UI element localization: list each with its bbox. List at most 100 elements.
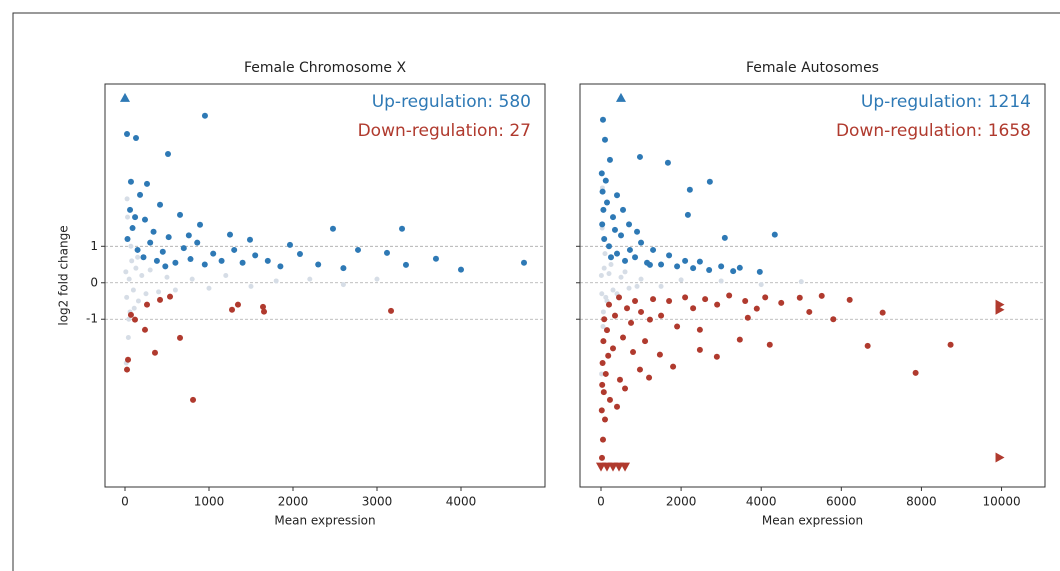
point <box>172 259 179 266</box>
point <box>846 296 853 303</box>
point <box>642 338 649 345</box>
point <box>714 301 721 308</box>
clipped-point <box>995 452 1005 463</box>
point <box>605 301 612 308</box>
point <box>159 248 166 255</box>
point <box>666 298 673 304</box>
point <box>307 276 313 282</box>
point <box>172 287 178 293</box>
point <box>248 283 254 289</box>
point <box>126 276 132 282</box>
point <box>646 374 653 381</box>
point <box>778 299 785 306</box>
point <box>606 396 613 403</box>
point <box>696 346 703 353</box>
point <box>656 351 663 358</box>
x-axis-label: Mean expression <box>762 514 863 528</box>
point <box>614 250 621 257</box>
point <box>650 296 657 303</box>
point <box>598 454 605 461</box>
point <box>646 316 653 323</box>
point <box>614 192 621 199</box>
point <box>125 214 131 220</box>
point <box>622 257 629 264</box>
point <box>742 298 749 304</box>
point <box>190 396 197 403</box>
point <box>912 369 919 376</box>
point <box>616 376 623 383</box>
point <box>603 199 610 206</box>
point <box>599 360 606 366</box>
point <box>600 324 606 330</box>
point <box>602 177 609 184</box>
plot-frame <box>579 83 1046 488</box>
y-tick-label: 1 <box>90 239 98 253</box>
point <box>143 291 149 297</box>
point <box>632 298 639 304</box>
annotation: Down-regulation: 1658 <box>836 121 1031 141</box>
point <box>147 267 153 273</box>
point <box>658 283 664 289</box>
point <box>144 301 151 308</box>
point <box>134 246 141 253</box>
point <box>611 226 618 233</box>
point <box>600 309 606 315</box>
point <box>383 249 390 256</box>
point <box>830 316 837 323</box>
point <box>132 214 139 221</box>
point <box>130 287 136 293</box>
point <box>520 259 527 266</box>
point <box>126 316 132 322</box>
point <box>194 239 201 246</box>
point <box>374 276 380 282</box>
point <box>329 225 336 232</box>
x-tick-label: 4000 <box>446 495 477 509</box>
point <box>261 308 268 315</box>
point <box>600 206 607 213</box>
point <box>164 274 170 280</box>
x-tick-label: 8000 <box>906 495 937 509</box>
point <box>636 153 643 160</box>
chart-title: Female Autosomes <box>746 60 879 76</box>
point <box>620 206 627 213</box>
point <box>608 262 614 268</box>
clipped-point <box>119 92 130 102</box>
point <box>644 259 651 266</box>
point <box>601 316 608 323</box>
point <box>702 296 709 303</box>
point <box>638 308 645 315</box>
point <box>135 298 141 304</box>
point <box>137 191 144 198</box>
point <box>766 341 773 348</box>
point <box>690 265 697 272</box>
point <box>622 385 629 392</box>
point <box>806 308 813 315</box>
point <box>605 243 612 250</box>
point <box>620 334 627 341</box>
x-tick-label: 2000 <box>666 495 697 509</box>
point <box>129 225 136 232</box>
point <box>340 265 347 272</box>
point <box>229 306 236 313</box>
point <box>864 342 871 349</box>
point <box>598 407 605 414</box>
point <box>129 258 135 264</box>
point <box>616 294 623 301</box>
point <box>127 178 134 185</box>
point <box>131 305 137 311</box>
annotation: Down-regulation: 27 <box>358 121 531 141</box>
point <box>133 265 139 271</box>
point <box>601 236 608 242</box>
point <box>602 251 608 257</box>
point <box>682 257 689 264</box>
point <box>127 311 134 318</box>
point <box>721 234 728 241</box>
point <box>177 334 184 341</box>
point <box>239 259 246 266</box>
point <box>156 289 162 295</box>
point <box>758 282 764 288</box>
point <box>650 246 657 253</box>
point <box>599 116 606 123</box>
x-axis-label: Mean expression <box>274 514 375 528</box>
plot-area <box>119 92 527 403</box>
